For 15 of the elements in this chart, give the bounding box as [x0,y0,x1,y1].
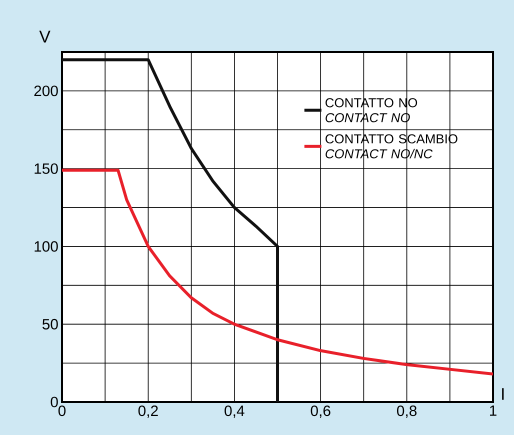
x-tick-label: 0,4 [224,406,244,418]
x-tick-label: 0,2 [138,406,158,418]
x-tick-label: 0,6 [310,406,330,418]
line-series [62,58,280,402]
x-tick-label: 0 [58,406,66,416]
y-axis-title: V [39,30,50,42]
y-tick-label: 150 [34,163,58,174]
y-tick-label: 0 [50,396,58,408]
x-tick-label: 0,8 [397,406,417,418]
y-tick-label: 100 [34,241,58,252]
line-series [62,168,494,376]
y-tick-label: 50 [42,318,58,330]
y-tick-label: 200 [34,86,58,96]
x-tick-label: 1 [490,406,496,416]
x-axis-title: I [502,388,504,400]
